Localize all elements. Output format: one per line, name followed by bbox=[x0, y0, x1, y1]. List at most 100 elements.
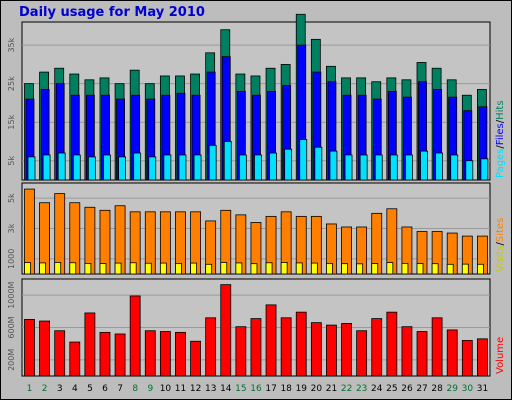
y-tick-label: 1000M bbox=[7, 281, 16, 308]
pages-bar bbox=[103, 154, 111, 181]
y-tick-label: 3k bbox=[7, 223, 16, 233]
volume-bar bbox=[220, 284, 232, 377]
visits-bar bbox=[250, 263, 258, 275]
legend-pages: Pages bbox=[495, 149, 506, 178]
pages-bar bbox=[405, 154, 413, 181]
day-label: 13 bbox=[205, 384, 216, 394]
day-label: 27 bbox=[416, 384, 427, 394]
pages-bar bbox=[284, 148, 293, 181]
visits-bar bbox=[371, 263, 379, 275]
visits-bar bbox=[446, 263, 454, 275]
visits-bar bbox=[341, 263, 348, 275]
panel-3: 200M 600M 1000M bbox=[7, 278, 491, 377]
y-tick-label: 1000 bbox=[7, 249, 16, 269]
legend-visits: Visits bbox=[495, 245, 506, 272]
pages-bar bbox=[118, 156, 126, 181]
pages-bar bbox=[480, 158, 489, 181]
y-tick-label: 35k bbox=[7, 37, 16, 52]
pages-bar bbox=[27, 156, 36, 181]
volume-bar bbox=[69, 341, 81, 377]
visits-bar bbox=[280, 262, 288, 275]
volume-bar bbox=[205, 317, 217, 377]
volume-bar bbox=[326, 324, 337, 377]
day-label: 30 bbox=[462, 384, 474, 394]
pages-bar bbox=[254, 154, 262, 181]
pages-bar bbox=[344, 154, 353, 181]
pages-bar bbox=[465, 160, 474, 181]
visits-bar bbox=[24, 262, 31, 275]
day-label: 23 bbox=[356, 384, 367, 394]
volume-bar bbox=[39, 320, 50, 377]
visits-bar bbox=[431, 263, 439, 275]
volume-bar bbox=[401, 326, 413, 377]
pages-bar bbox=[148, 156, 157, 181]
visits-bar bbox=[326, 262, 333, 275]
pages-bar bbox=[359, 154, 368, 181]
day-label: 16 bbox=[250, 384, 262, 394]
day-label: 14 bbox=[220, 384, 232, 394]
legend-separator: / bbox=[495, 241, 506, 245]
visits-bar bbox=[99, 263, 107, 275]
pages-bar bbox=[133, 152, 142, 181]
y-tick-label: 5k bbox=[7, 156, 16, 166]
day-label: 2 bbox=[42, 384, 48, 394]
pages-bar bbox=[193, 154, 202, 181]
pages-bar bbox=[389, 154, 398, 181]
pages-bar bbox=[178, 154, 187, 181]
day-label: 22 bbox=[341, 384, 352, 394]
volume-bar bbox=[24, 319, 35, 377]
day-label: 24 bbox=[371, 384, 383, 394]
visits-bar bbox=[416, 263, 424, 275]
volume-bar bbox=[250, 318, 262, 377]
volume-bar bbox=[431, 317, 443, 377]
panel-1: 5k 15k 25k 35k bbox=[7, 13, 491, 181]
visits-bar bbox=[129, 262, 137, 275]
y-tick-label: 200M bbox=[7, 349, 16, 371]
visits-bar bbox=[235, 262, 243, 275]
legend-top: Pages/Files/Hits bbox=[495, 100, 506, 178]
day-label: 17 bbox=[265, 384, 276, 394]
volume-bar bbox=[265, 304, 277, 377]
pages-bar bbox=[87, 156, 96, 181]
volume-bar bbox=[129, 295, 141, 377]
visits-bar bbox=[461, 263, 469, 275]
volume-bar bbox=[114, 333, 126, 377]
day-label: 5 bbox=[87, 384, 93, 394]
day-label: 19 bbox=[296, 384, 308, 394]
pages-bar bbox=[163, 154, 172, 181]
chart-title: Daily usage for May 2010 bbox=[19, 5, 205, 20]
pages-bar bbox=[314, 146, 323, 181]
legend-files: Files bbox=[495, 123, 506, 145]
visits-bar bbox=[386, 262, 394, 275]
legend-volume: Volume bbox=[495, 337, 506, 374]
day-label: 1 bbox=[27, 384, 33, 394]
pages-bar bbox=[57, 152, 66, 181]
sites-bar bbox=[24, 188, 35, 275]
day-label: 25 bbox=[386, 384, 397, 394]
pages-bar bbox=[435, 152, 444, 181]
volume-bar bbox=[371, 318, 383, 377]
legend-bottom: Volume bbox=[495, 337, 506, 374]
volume-bar bbox=[341, 323, 352, 377]
volume-bar bbox=[175, 331, 186, 377]
pages-bar bbox=[208, 144, 217, 181]
visits-bar bbox=[220, 262, 228, 275]
pages-bar bbox=[374, 154, 383, 181]
visits-bar bbox=[144, 262, 152, 275]
volume-bar bbox=[386, 311, 398, 377]
pages-bar bbox=[42, 154, 51, 181]
day-label: 11 bbox=[175, 384, 186, 394]
visits-bar bbox=[190, 262, 197, 275]
volume-bar bbox=[235, 326, 247, 377]
day-label: 6 bbox=[102, 384, 108, 394]
volume-bar bbox=[446, 329, 458, 377]
day-label: 10 bbox=[160, 384, 172, 394]
volume-bar bbox=[416, 331, 428, 377]
day-label: 4 bbox=[72, 384, 78, 394]
day-label: 9 bbox=[147, 384, 153, 394]
volume-bar bbox=[310, 322, 322, 377]
volume-bar bbox=[295, 311, 307, 377]
y-tick-label: 600M bbox=[7, 316, 16, 338]
volume-bar bbox=[190, 340, 201, 377]
